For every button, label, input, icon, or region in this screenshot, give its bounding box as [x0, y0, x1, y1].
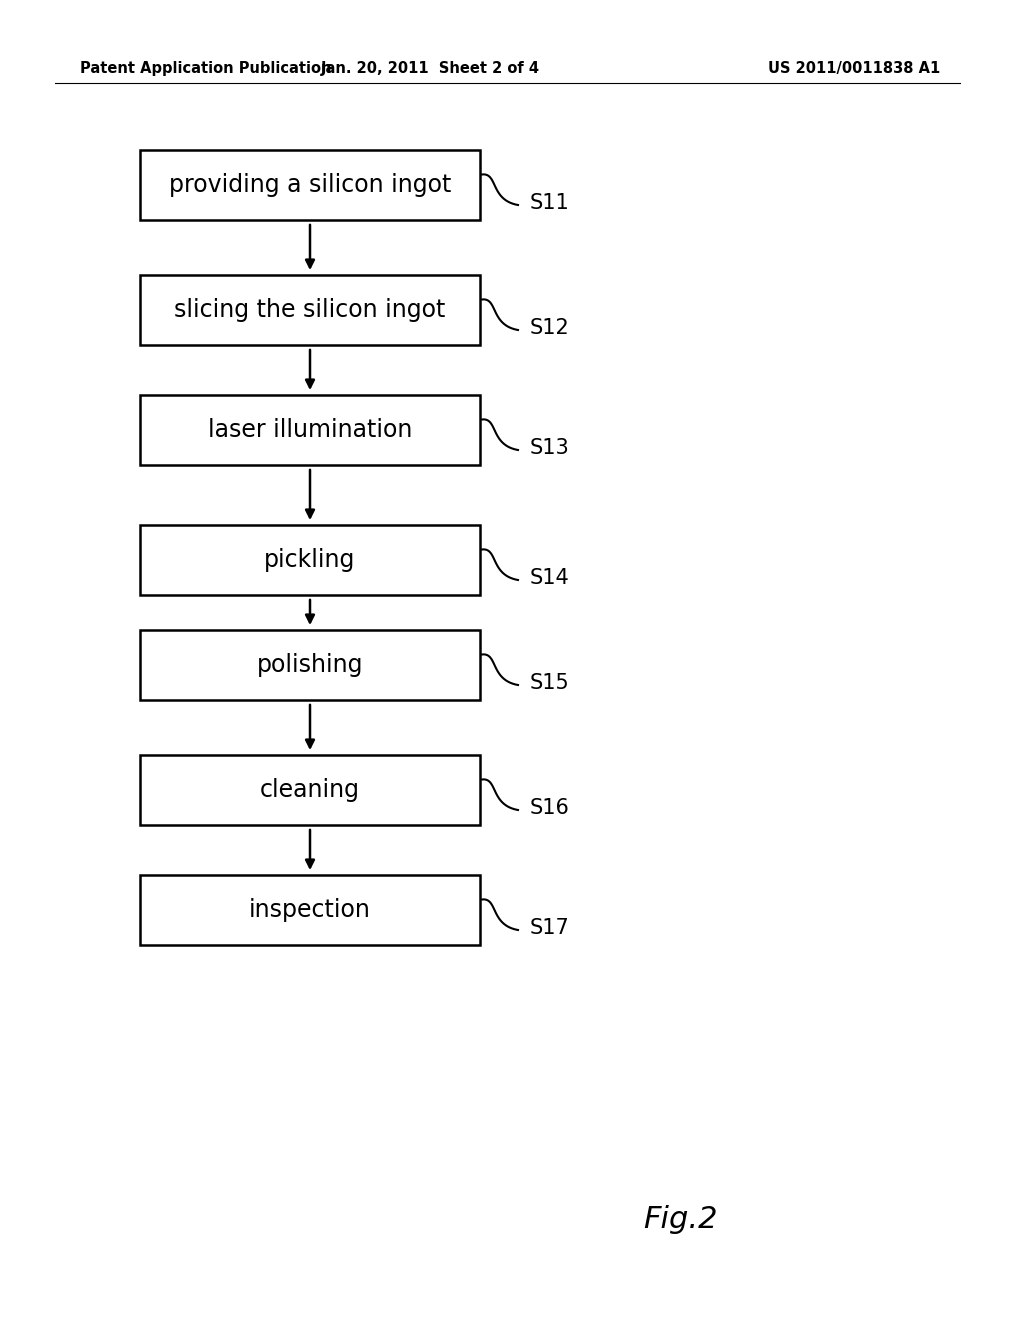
- Text: providing a silicon ingot: providing a silicon ingot: [169, 173, 452, 197]
- FancyBboxPatch shape: [140, 630, 480, 700]
- Text: Patent Application Publication: Patent Application Publication: [80, 61, 332, 75]
- Text: S17: S17: [530, 917, 569, 939]
- FancyBboxPatch shape: [140, 150, 480, 220]
- Text: US 2011/0011838 A1: US 2011/0011838 A1: [768, 61, 940, 75]
- Text: S16: S16: [530, 799, 570, 818]
- FancyBboxPatch shape: [140, 275, 480, 345]
- Text: cleaning: cleaning: [260, 777, 360, 803]
- Text: S11: S11: [530, 193, 569, 213]
- Text: S15: S15: [530, 673, 569, 693]
- FancyBboxPatch shape: [140, 875, 480, 945]
- FancyBboxPatch shape: [140, 525, 480, 595]
- Text: Fig.2: Fig.2: [643, 1205, 717, 1234]
- Text: slicing the silicon ingot: slicing the silicon ingot: [174, 298, 445, 322]
- Text: laser illumination: laser illumination: [208, 418, 413, 442]
- FancyBboxPatch shape: [140, 755, 480, 825]
- Text: S14: S14: [530, 568, 569, 587]
- Text: pickling: pickling: [264, 548, 355, 572]
- Text: S12: S12: [530, 318, 569, 338]
- Text: polishing: polishing: [257, 653, 364, 677]
- FancyBboxPatch shape: [140, 395, 480, 465]
- Text: inspection: inspection: [249, 898, 371, 921]
- Text: S13: S13: [530, 438, 569, 458]
- Text: Jan. 20, 2011  Sheet 2 of 4: Jan. 20, 2011 Sheet 2 of 4: [321, 61, 540, 75]
